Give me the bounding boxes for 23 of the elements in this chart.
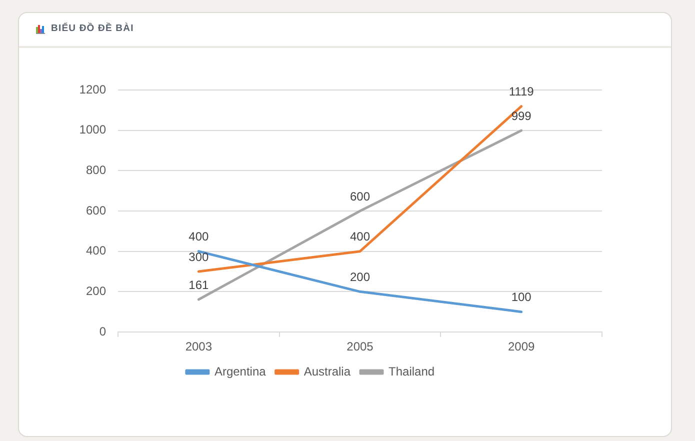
chart-title: BIỂU ĐỒ ĐỀ BÀI xyxy=(51,23,134,35)
data-label: 400 xyxy=(350,230,370,244)
x-tick-label: 2009 xyxy=(508,340,536,354)
data-label: 161 xyxy=(188,278,209,292)
y-tick-label: 400 xyxy=(86,244,106,258)
y-tick-label: 1000 xyxy=(79,122,106,137)
legend-label: Argentina xyxy=(214,364,266,378)
data-label: 1119 xyxy=(508,84,534,99)
data-label: 999 xyxy=(511,108,532,123)
x-tick-label: 2005 xyxy=(346,340,374,354)
data-label: 600 xyxy=(350,189,370,204)
data-label: 200 xyxy=(350,270,370,284)
x-tick-label: 2003 xyxy=(185,340,212,354)
legend-label: Australia xyxy=(304,364,351,378)
y-tick-label: 0 xyxy=(99,324,106,338)
legend-label: Thailand xyxy=(388,364,435,378)
y-tick-label: 600 xyxy=(86,203,106,218)
y-tick-label: 800 xyxy=(86,162,106,177)
data-label: 400 xyxy=(188,230,209,244)
y-tick-label: 1200 xyxy=(79,82,106,96)
data-label: 300 xyxy=(188,250,209,264)
data-label: 100 xyxy=(511,290,532,304)
y-tick-label: 200 xyxy=(86,284,106,298)
